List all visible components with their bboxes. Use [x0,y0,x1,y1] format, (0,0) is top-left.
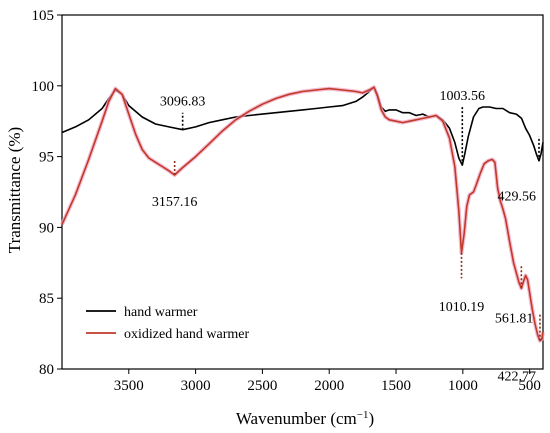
legend: hand warmer oxidized hand warmer [86,305,250,342]
series-line-oxidized-hand-warmer [61,86,544,342]
x-axis-title-superscript: −1 [357,409,369,421]
x-axis-title: Wavenumber (cm−1) [236,409,374,428]
annotation-label: 1003.56 [440,89,486,104]
x-tick-label: 3500 [114,378,144,394]
y-tick-label: 80 [39,362,54,378]
axis-ticks: 3500 3000 2500 2000 1500 1000 500 80 85 90 95 100 10… [32,8,541,394]
annotation-label: 561.81 [495,311,534,326]
x-tick-label: 500 [518,378,541,394]
y-tick-label: 90 [39,220,54,236]
annotation-label: 3157.16 [152,195,198,210]
annotation-label: 429.56 [498,189,537,204]
plot-area [61,14,544,370]
y-tick-label: 100 [32,79,55,95]
x-axis-title-close: ) [368,409,374,428]
y-tick-label: 85 [39,291,54,307]
annotation-label: 422.77 [498,369,537,384]
x-tick-label: 2500 [247,378,277,394]
y-axis-title: Transmittance (%) [5,127,24,253]
legend-label: oxidized hand warmer [124,327,250,342]
series-line-hand-warmer [61,86,544,166]
annotations: 3096.83 3157.16 1003.56 429.56 1010.19 561.81… [152,89,541,384]
y-tick-label: 105 [32,8,55,24]
x-tick-label: 3000 [181,378,211,394]
x-tick-label: 1000 [448,378,478,394]
plot-frame [61,14,544,370]
legend-label: hand warmer [124,305,198,320]
x-tick-label: 2000 [314,378,344,394]
annotation-label: 3096.83 [160,95,206,110]
y-tick-label: 95 [39,150,54,166]
annotation-label: 1010.19 [439,300,485,315]
x-tick-label: 1500 [381,378,411,394]
series-layer [60,85,545,343]
